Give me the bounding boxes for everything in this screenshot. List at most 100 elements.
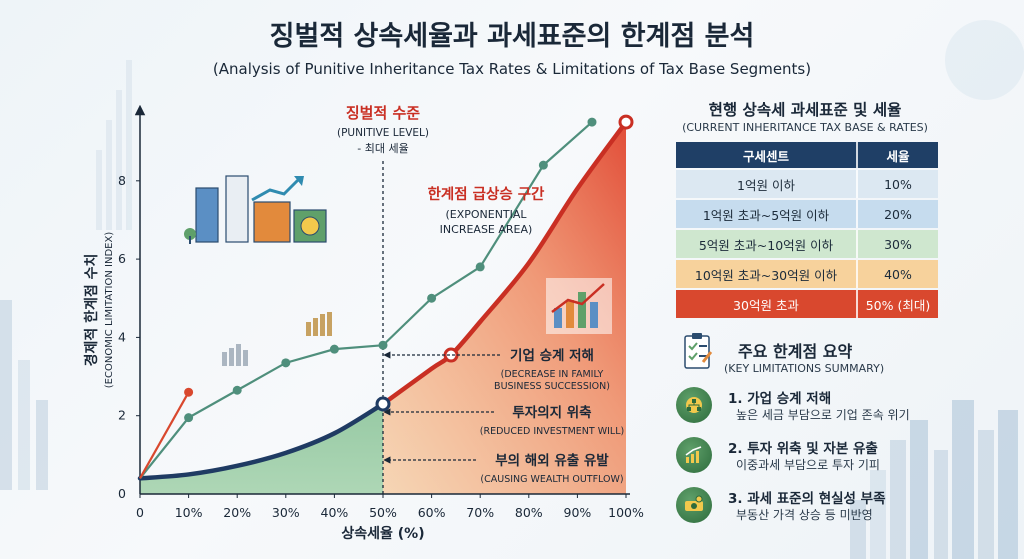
x-tick-label: 100% — [608, 505, 644, 520]
table-row: 1억원 이하 10% — [676, 170, 938, 198]
x-tick-label: 10% — [175, 505, 203, 520]
x-tick-label: 80% — [515, 505, 543, 520]
rate-cell: 30% — [856, 230, 938, 258]
succession-sublabel: BUSINESS SUCCESSION) — [494, 381, 610, 392]
money-icon — [676, 487, 712, 523]
data-point — [184, 413, 194, 423]
bracket-cell: 30억원 초과 — [676, 290, 856, 318]
series-2 — [139, 117, 597, 480]
y-tick-label: 2 — [118, 408, 126, 423]
succession-label: 기업 승계 저해 — [510, 347, 594, 364]
bar-chart-icon — [546, 278, 612, 334]
x-tick-label: 50% — [369, 505, 397, 520]
rate-header: 세율 — [856, 142, 938, 168]
summary-item: 2. 투자 위축 및 자본 유출 이중과세 부담으로 투자 기피 — [676, 435, 966, 475]
rate-cell: 20% — [856, 200, 938, 228]
bracket-cell: 1억원 초과~5억원 이하 — [676, 200, 856, 228]
investment-sublabel: (REDUCED INVESTMENT WILL) — [480, 426, 624, 437]
series-0 — [137, 401, 386, 481]
summary-heading: 1. 가업 승계 저해 — [728, 391, 832, 407]
summary-heading: 2. 투자 위축 및 자본 유출 — [728, 441, 878, 457]
summary-title: 주요 한계점 요약 — [738, 342, 853, 361]
clipboard-icon — [684, 333, 713, 369]
series-layer — [137, 114, 634, 481]
data-point — [427, 293, 437, 303]
green-area — [140, 403, 383, 494]
data-point — [378, 340, 388, 350]
y-tick-label: 8 — [118, 173, 126, 188]
table-row: 10억원 초과~30억원 이하 40% — [676, 260, 938, 288]
data-point — [329, 344, 339, 354]
highlight-point — [618, 114, 634, 130]
y-tick-label: 4 — [118, 329, 126, 344]
y-axis-label: 경제적 한계점 수치 — [83, 254, 100, 367]
data-point — [587, 117, 597, 127]
rates-panel-subtitle: (CURRENT INHERITANCE TAX BASE & RATES) — [682, 121, 928, 134]
rates-panel-title: 현행 상속세 과세표준 및 세율 — [708, 101, 902, 119]
rates-table: 구세센트 세율 1억원 이하 10% 1억원 초과~5억원 이하 20% 5억원… — [676, 140, 938, 320]
outflow-label: 부의 해외 유출 유발 — [495, 452, 609, 469]
x-tick-label: 40% — [321, 505, 349, 520]
rate-cell: 40% — [856, 260, 938, 288]
punitive-note: - 최대 세율 — [357, 142, 408, 155]
page-title: 징벌적 상속세율과 과세표준의 한계점 분석 — [269, 21, 755, 52]
summary-subtitle: (KEY LIMITATIONS SUMMARY) — [724, 362, 885, 375]
data-point — [475, 262, 485, 272]
punitive-label: 징벌적 수준 — [346, 104, 420, 122]
rate-cell: 10% — [856, 170, 938, 198]
x-tick-label: 30% — [272, 505, 300, 520]
area-fills — [140, 122, 626, 494]
exponential-sublabel: INCREASE AREA) — [440, 223, 533, 236]
exponential-label: 한계점 급상승 구간 — [428, 185, 545, 203]
x-tick-label: 0 — [136, 505, 144, 520]
y-tick-label: 0 — [118, 486, 126, 501]
small-chart-icon — [222, 344, 248, 366]
table-row: 1억원 초과~5억원 이하 20% — [676, 200, 938, 228]
buildings-icon — [184, 175, 327, 244]
red-area — [383, 122, 626, 494]
small-chart-icon-2 — [306, 312, 332, 336]
summary-desc: 높은 세금 부담으로 기업 존속 위기 — [736, 408, 910, 422]
summary-desc: 부동산 가격 상승 등 미반영 — [736, 508, 873, 522]
background-decoration — [0, 20, 1024, 559]
bracket-cell: 10억원 초과~30억원 이하 — [676, 260, 856, 288]
summary-item: 1. 가업 승계 저해 높은 세금 부담으로 기업 존속 위기 — [676, 385, 966, 425]
bracket-cell: 1억원 이하 — [676, 170, 856, 198]
x-axis-label: 상속세율 (%) — [341, 525, 424, 542]
series-line — [139, 121, 593, 480]
investment-label: 투자의지 위축 — [512, 404, 591, 421]
highlight-point — [443, 347, 459, 363]
table-row: 5억원 초과~10억원 이하 30% — [676, 230, 938, 258]
data-point — [232, 385, 242, 395]
series-line — [139, 391, 190, 479]
rates-table-header: 구세센트 세율 — [676, 142, 938, 168]
bracket-header: 구세센트 — [676, 142, 856, 168]
growth-chart-icon — [676, 437, 712, 473]
table-row: 30억원 초과 50% (최대) — [676, 290, 938, 318]
series-line — [137, 401, 386, 481]
data-point — [281, 358, 291, 368]
bracket-cell: 5억원 초과~10억원 이하 — [676, 230, 856, 258]
series-3 — [139, 387, 194, 479]
series-1 — [380, 119, 629, 407]
data-point — [538, 160, 548, 170]
succession-sublabel: (DECREASE IN FAMILY — [501, 369, 604, 380]
page-subtitle: (Analysis of Punitive Inheritance Tax Ra… — [212, 60, 812, 78]
x-tick-label: 70% — [466, 505, 494, 520]
summary-desc: 이중과세 부담으로 투자 기피 — [736, 458, 880, 472]
summary-heading: 3. 과세 표준의 현실성 부족 — [728, 491, 886, 507]
y-tick-label: 6 — [118, 251, 126, 266]
highlight-point — [375, 396, 391, 412]
punitive-sublabel: (PUNITIVE LEVEL) — [337, 127, 429, 139]
outflow-sublabel: (CAUSING WEALTH OUTFLOW) — [480, 474, 623, 485]
x-tick-label: 60% — [418, 505, 446, 520]
y-axis-sublabel: (ECONOMIC LIMITATION INDEX) — [104, 232, 115, 389]
series-line — [380, 119, 629, 407]
summary-item: 3. 과세 표준의 현실성 부족 부동산 가격 상승 등 미반영 — [676, 485, 966, 525]
axes: 0 10% 20% 30% 40% 50% 60% 70% 80% 90% 100% 0 2 4 6 8 상속세… — [83, 104, 644, 542]
data-point — [184, 387, 194, 397]
x-tick-label: 90% — [564, 505, 592, 520]
rate-cell: 50% (최대) — [856, 290, 938, 318]
